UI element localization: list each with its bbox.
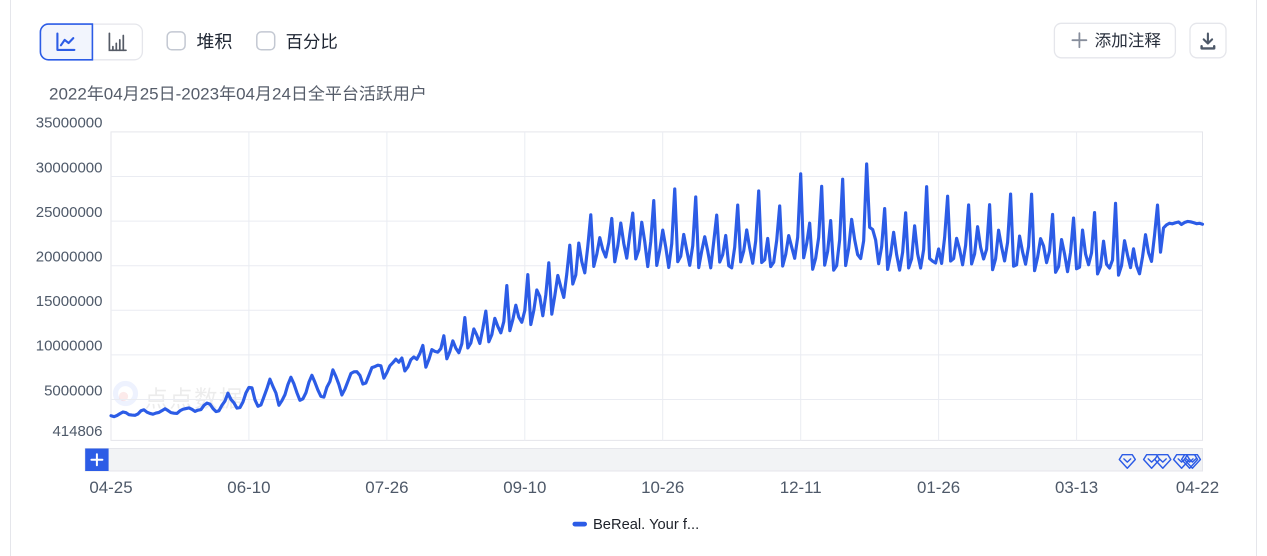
svg-text:04-25: 04-25 bbox=[89, 478, 132, 497]
svg-text:03-13: 03-13 bbox=[1055, 478, 1098, 497]
svg-text:09-10: 09-10 bbox=[503, 478, 546, 497]
svg-text:07-26: 07-26 bbox=[365, 478, 408, 497]
svg-text:04: 04 bbox=[236, 85, 255, 104]
svg-text:15000000: 15000000 bbox=[36, 293, 103, 310]
svg-text:35000000: 35000000 bbox=[36, 115, 103, 132]
svg-text:04-22: 04-22 bbox=[1176, 478, 1219, 497]
svg-text:01-26: 01-26 bbox=[917, 478, 960, 497]
svg-text:2022: 2022 bbox=[49, 85, 87, 104]
svg-text:-2023: -2023 bbox=[176, 85, 219, 104]
svg-text:24: 24 bbox=[272, 85, 291, 104]
svg-text:04: 04 bbox=[104, 85, 123, 104]
svg-text:20000000: 20000000 bbox=[36, 249, 103, 266]
svg-text:25000000: 25000000 bbox=[36, 204, 103, 221]
svg-text:06-10: 06-10 bbox=[227, 478, 270, 497]
svg-text:414806: 414806 bbox=[52, 423, 102, 440]
svg-text:30000000: 30000000 bbox=[36, 159, 103, 176]
svg-text:25: 25 bbox=[140, 85, 159, 104]
svg-text:BeReal. Your f...: BeReal. Your f... bbox=[593, 517, 699, 533]
svg-text:5000000: 5000000 bbox=[44, 382, 102, 399]
svg-text:10-26: 10-26 bbox=[641, 478, 684, 497]
svg-text:12-11: 12-11 bbox=[780, 478, 822, 497]
svg-text:10000000: 10000000 bbox=[36, 338, 103, 355]
